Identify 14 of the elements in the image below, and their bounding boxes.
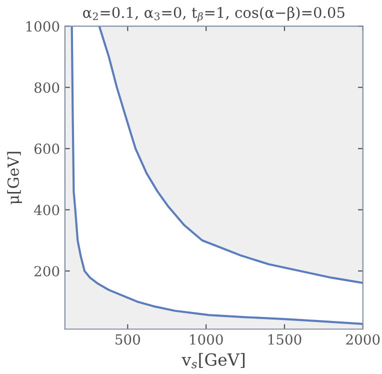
chart-title: α$_{2}$=0.1, α$_{3}$=0, t$_{β}$=1, cos(α−β)=0.05 — [83, 6, 344, 22]
y-tick-label: 1000 — [26, 21, 60, 32]
x-tick-label: 2000 — [346, 334, 380, 345]
x-tick-label: 500 — [116, 334, 140, 345]
y-axis-title: μ[GeV] — [7, 152, 22, 204]
y-tick-label: 600 — [34, 144, 60, 154]
line-series — [98, 26, 363, 284]
line-series — [70, 26, 363, 325]
y-tick-label: 200 — [34, 266, 60, 276]
x-tick-label: 1000 — [190, 334, 223, 345]
y-tick-label: 800 — [34, 82, 60, 93]
y-tick-label: 400 — [34, 204, 60, 216]
x-axis-title: v$_{s}$[GeV] — [182, 352, 245, 368]
x-tick-label: 1500 — [268, 334, 302, 345]
